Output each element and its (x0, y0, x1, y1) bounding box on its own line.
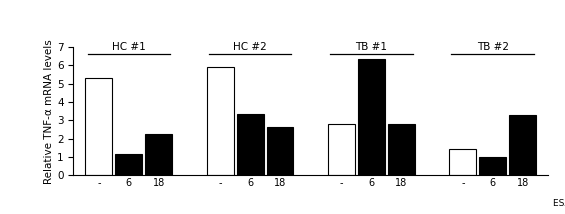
Y-axis label: Relative TNF-α mRNA levels: Relative TNF-α mRNA levels (44, 39, 54, 184)
Bar (115, 154, 142, 175)
Bar (267, 127, 293, 175)
Bar (449, 149, 476, 175)
Bar (358, 59, 385, 175)
Text: TB #2: TB #2 (477, 42, 508, 52)
Text: TB #1: TB #1 (355, 42, 388, 52)
Bar (388, 124, 415, 175)
Bar (237, 114, 263, 175)
Text: ESAT6 (5 μg/ml, (h)): ESAT6 (5 μg/ml, (h)) (553, 199, 565, 208)
Bar (328, 125, 355, 175)
Bar (509, 115, 536, 175)
Bar (207, 67, 234, 175)
Bar (85, 78, 112, 175)
Bar (145, 134, 172, 175)
Text: HC #2: HC #2 (233, 42, 267, 52)
Text: HC #1: HC #1 (112, 42, 146, 52)
Bar (479, 157, 506, 175)
